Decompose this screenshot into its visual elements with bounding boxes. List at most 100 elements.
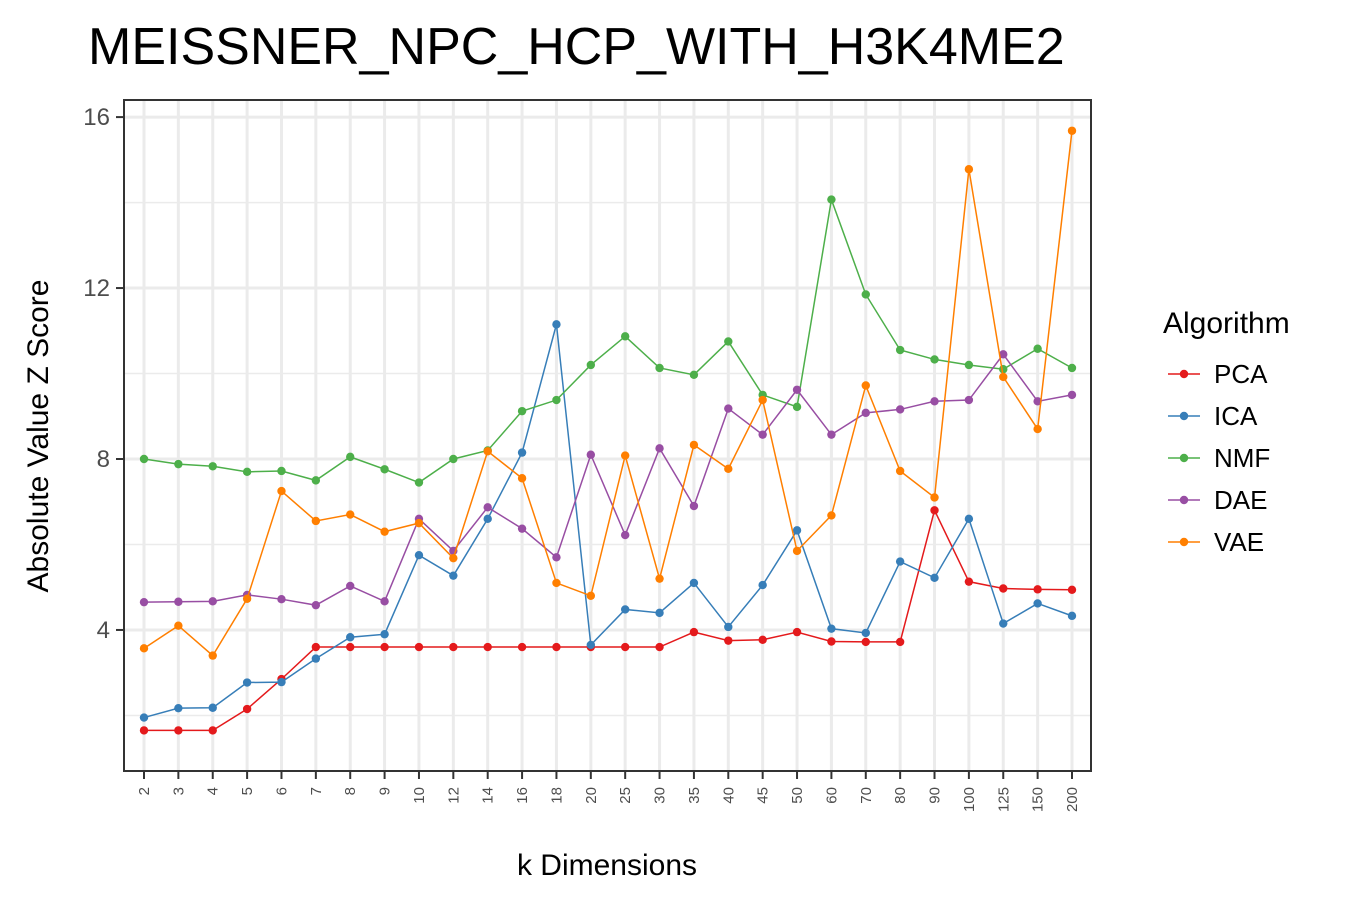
data-point-nmf — [346, 452, 355, 462]
data-point-ica — [792, 526, 802, 535]
data-point-nmf — [277, 466, 286, 476]
x-tick-label: 100 — [961, 787, 978, 812]
series-line-pca — [144, 508, 1073, 732]
data-point-dae — [1033, 397, 1042, 406]
data-point-vae — [311, 516, 321, 526]
data-point-dae — [861, 408, 870, 418]
data-point-dae — [689, 501, 699, 511]
data-point-vae — [792, 546, 802, 556]
legend-key-point-vae — [1179, 537, 1189, 547]
data-point-dae — [139, 597, 149, 607]
data-point-ica — [895, 557, 905, 566]
data-point-dae — [174, 597, 183, 606]
data-point-ica — [758, 580, 767, 590]
legend-label-nmf: NMF — [1214, 443, 1270, 473]
data-point-ica — [1067, 611, 1077, 621]
data-point-pca — [208, 726, 217, 735]
data-point-pca — [964, 577, 974, 586]
data-point-pca — [174, 726, 183, 735]
legend-key-point-nmf — [1179, 453, 1189, 463]
data-point-nmf — [895, 345, 905, 355]
data-point-vae — [620, 451, 630, 460]
data-point-pca — [380, 642, 389, 652]
y-tick-label: 4 — [97, 617, 110, 644]
data-point-nmf — [964, 360, 974, 370]
data-point-ica — [964, 514, 974, 524]
data-point-nmf — [242, 467, 252, 477]
legend-label-pca: PCA — [1214, 359, 1268, 389]
data-point-pca — [1067, 585, 1077, 594]
x-tick-label: 45 — [755, 787, 772, 804]
data-point-ica — [1033, 599, 1042, 608]
data-point-nmf — [380, 465, 389, 474]
data-point-pca — [895, 637, 905, 647]
data-point-vae — [827, 511, 836, 520]
data-point-pca — [930, 506, 939, 515]
data-point-ica — [242, 678, 252, 687]
y-tick-label: 12 — [83, 275, 110, 302]
data-point-ica — [999, 619, 1008, 628]
data-point-pca — [724, 636, 733, 645]
data-point-nmf — [861, 290, 870, 299]
data-point-dae — [380, 597, 389, 606]
data-point-nmf — [414, 478, 424, 487]
data-point-nmf — [827, 195, 836, 204]
data-point-nmf — [1033, 344, 1042, 353]
x-tick-label: 6 — [273, 787, 290, 795]
x-tick-label: 50 — [789, 787, 806, 804]
data-point-dae — [964, 395, 974, 405]
data-point-pca — [861, 637, 870, 647]
data-point-pca — [139, 726, 149, 735]
data-point-pca — [655, 642, 664, 652]
data-point-ica — [174, 703, 183, 713]
data-point-vae — [964, 165, 974, 174]
data-point-dae — [483, 503, 492, 512]
data-point-ica — [277, 677, 286, 687]
series-line-vae — [143, 130, 1073, 657]
series-line-dae — [143, 353, 1073, 606]
data-point-pca — [552, 642, 561, 652]
x-tick-label: 30 — [652, 787, 669, 804]
x-tick-label: 7 — [308, 787, 325, 795]
legend-items: PCA ICA NMF DAE VAE — [1168, 359, 1270, 557]
legend-key-point-pca — [1179, 369, 1189, 379]
data-point-pca — [827, 637, 836, 646]
data-point-ica — [139, 713, 149, 722]
data-point-dae — [277, 594, 286, 604]
x-tick-label: 90 — [927, 787, 944, 804]
x-tick-label: 16 — [514, 787, 531, 804]
data-point-ica — [620, 605, 630, 614]
data-point-dae — [655, 444, 664, 453]
x-tick-label: 3 — [170, 787, 187, 795]
data-point-nmf — [174, 459, 183, 469]
data-point-ica — [861, 628, 870, 638]
legend-title: Algorithm — [1163, 307, 1290, 340]
x-axis-title: k Dimensions — [517, 849, 697, 882]
chart-title: MEISSNER_NPC_HCP_WITH_H3K4ME2 — [88, 18, 1065, 76]
data-point-vae — [242, 594, 252, 603]
x-tick-label: 35 — [686, 787, 703, 804]
data-point-vae — [999, 372, 1008, 382]
series-layer — [139, 126, 1077, 735]
data-point-pca — [758, 635, 767, 644]
data-point-dae — [620, 530, 630, 540]
data-point-ica — [311, 654, 321, 663]
x-tick-label: 8 — [342, 787, 359, 795]
data-point-vae — [277, 486, 286, 496]
data-point-dae — [792, 385, 802, 394]
data-point-ica — [552, 320, 561, 329]
data-point-nmf — [552, 395, 561, 405]
data-point-nmf — [208, 462, 217, 471]
x-tick-label: 150 — [1030, 787, 1047, 812]
data-point-ica — [827, 624, 836, 633]
data-point-dae — [311, 600, 321, 610]
data-point-vae — [930, 493, 939, 502]
data-point-pca — [483, 642, 492, 652]
data-point-nmf — [586, 360, 596, 370]
data-point-ica — [724, 622, 733, 632]
data-point-nmf — [655, 363, 664, 373]
data-point-pca — [1033, 585, 1042, 594]
data-point-dae — [827, 430, 836, 439]
